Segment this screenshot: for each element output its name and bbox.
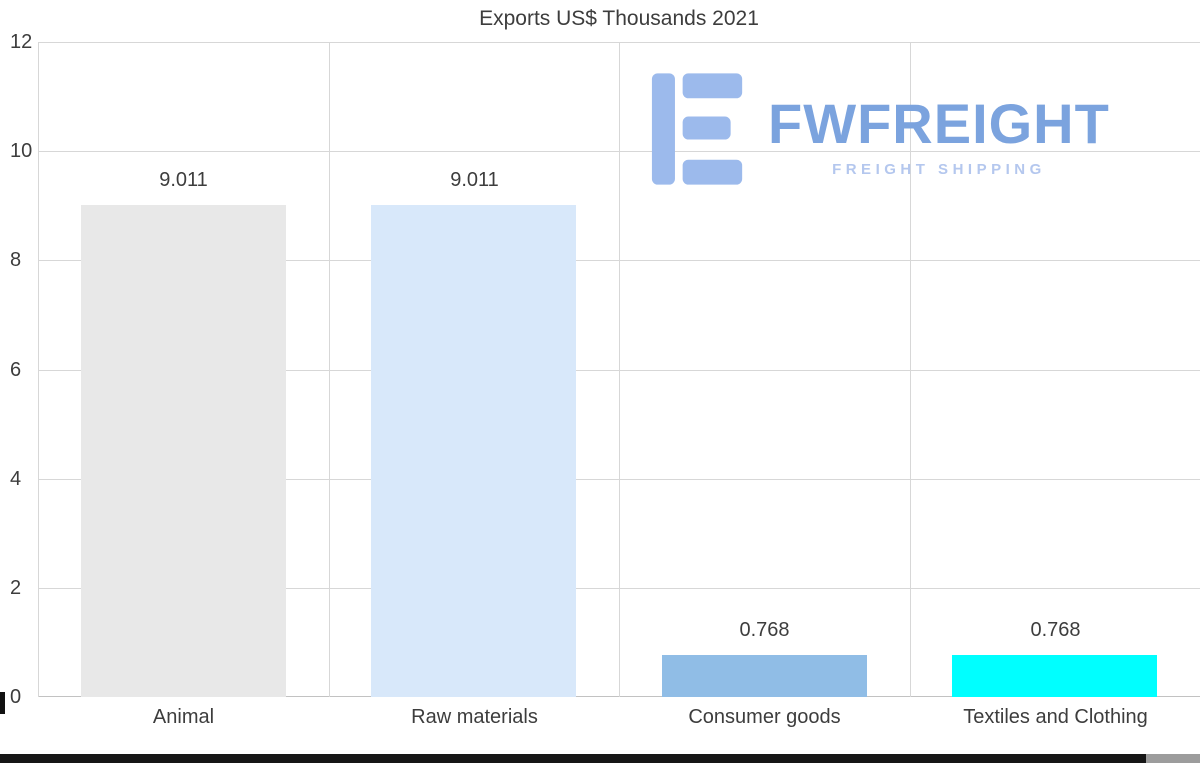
x-category-label: Raw materials	[411, 706, 538, 728]
bar	[81, 205, 286, 697]
brand-name: FWFREIGHT	[768, 92, 1110, 155]
plot-area: 9.011 9.011 0.768 0.768	[38, 42, 1200, 697]
bar-value-label: 0.768	[1030, 619, 1081, 641]
progress-bar-track	[0, 754, 1200, 763]
bar-value-label: 0.768	[739, 619, 790, 641]
bar	[371, 205, 576, 697]
watermark-logo: FWFREIGHT FREIGHT SHIPPING	[650, 70, 1110, 193]
chapter-marker	[0, 692, 5, 714]
bar	[662, 655, 867, 697]
gridline-vertical	[329, 42, 330, 697]
bar	[952, 655, 1157, 697]
y-tick-label: 10	[10, 140, 33, 162]
x-category-label: Textiles and Clothing	[963, 706, 1148, 728]
progress-bar-fill	[0, 754, 1146, 763]
gridline-vertical	[910, 42, 911, 697]
y-tick-label: 2	[10, 577, 22, 599]
y-tick-label: 8	[10, 249, 22, 271]
bar-value-label: 9.011	[450, 169, 499, 191]
y-tick-label: 4	[10, 468, 22, 490]
freight-logo-icon	[650, 70, 746, 193]
x-category-label: Consumer goods	[688, 706, 841, 728]
y-tick-label: 6	[10, 359, 22, 381]
y-tick-label: 0	[10, 686, 22, 708]
bar-value-label: 9.011	[159, 169, 208, 191]
gridline-vertical	[38, 42, 39, 697]
y-tick-label: 12	[10, 31, 33, 53]
chart-title: Exports US$ Thousands 2021	[479, 7, 759, 30]
logo-text-block: FWFREIGHT FREIGHT SHIPPING	[768, 92, 1110, 179]
x-category-label: Animal	[152, 706, 215, 728]
gridline-vertical	[619, 42, 620, 697]
brand-tagline: FREIGHT SHIPPING	[832, 161, 1046, 178]
